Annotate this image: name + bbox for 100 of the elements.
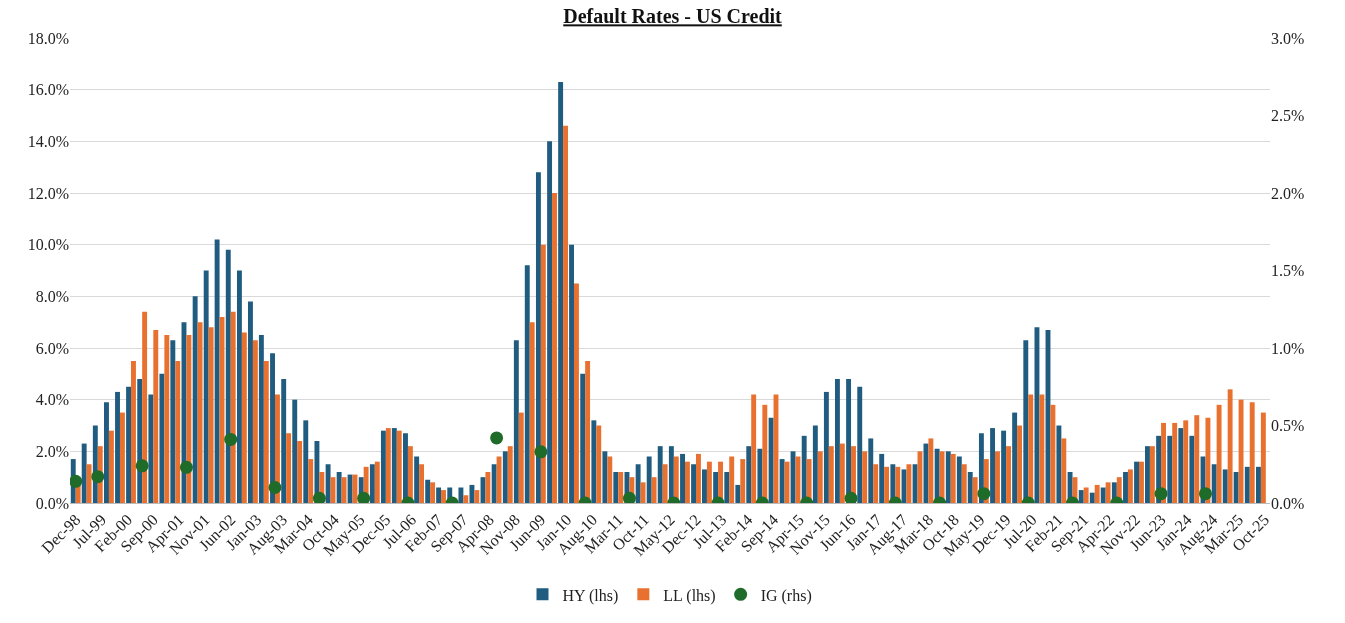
- bar: [286, 433, 292, 503]
- bar: [369, 464, 375, 503]
- bar: [524, 265, 530, 503]
- bar: [1227, 389, 1233, 503]
- bar: [839, 443, 845, 503]
- bar: [540, 244, 546, 503]
- bar: [607, 456, 613, 503]
- bar: [485, 472, 491, 503]
- bar: [961, 464, 967, 503]
- bar: [425, 479, 431, 503]
- bar: [170, 340, 176, 503]
- bar: [602, 451, 608, 503]
- bar: [159, 373, 165, 503]
- bar: [137, 379, 143, 503]
- bar: [1089, 492, 1095, 503]
- bar: [591, 420, 597, 503]
- y-tick-label: 18.0%: [27, 29, 69, 47]
- bar: [702, 469, 707, 503]
- bar: [817, 451, 823, 503]
- bar: [1238, 399, 1244, 503]
- bar: [751, 394, 757, 503]
- bar: [535, 172, 541, 503]
- bar: [945, 451, 951, 503]
- bar: [879, 453, 885, 503]
- bar: [868, 438, 874, 503]
- bar: [729, 456, 735, 503]
- bar: [297, 441, 303, 503]
- bar: [115, 391, 120, 503]
- legend-label: LL (lhs): [663, 586, 716, 605]
- bar: [873, 464, 879, 503]
- y2-tick-label: 1.0%: [1271, 339, 1305, 357]
- bar: [441, 490, 446, 503]
- bar: [463, 495, 469, 503]
- bar: [906, 464, 912, 503]
- bar: [1194, 415, 1200, 503]
- bar: [230, 311, 236, 503]
- y2-tick-label: 1.5%: [1271, 262, 1305, 280]
- bar: [203, 270, 209, 503]
- bar: [1039, 394, 1045, 503]
- bar: [142, 311, 148, 503]
- bar: [104, 402, 109, 503]
- y-tick-label: 12.0%: [27, 184, 69, 202]
- bar: [126, 386, 132, 503]
- bar: [884, 466, 890, 503]
- bar: [496, 456, 502, 503]
- bar: [396, 430, 402, 503]
- y2-tick-label: 2.0%: [1271, 184, 1305, 202]
- bar: [1216, 404, 1222, 503]
- bar: [1056, 425, 1062, 503]
- bar: [828, 446, 834, 503]
- bar: [430, 482, 436, 503]
- bar: [1244, 466, 1250, 503]
- bar: [823, 391, 829, 503]
- bar: [1255, 466, 1261, 503]
- bar: [236, 270, 242, 503]
- y2-tick-label: 0.5%: [1271, 417, 1305, 435]
- bar: [547, 141, 553, 503]
- bar: [635, 464, 641, 503]
- bar: [724, 472, 730, 503]
- bar: [1100, 487, 1106, 503]
- bar: [192, 296, 198, 503]
- y2-tick-label: 3.0%: [1271, 29, 1305, 47]
- bar: [1233, 472, 1239, 503]
- bar: [347, 474, 353, 503]
- bar: [972, 477, 978, 503]
- bar: [618, 472, 624, 503]
- bar: [292, 399, 298, 503]
- bar: [263, 360, 269, 503]
- bar: [308, 459, 314, 503]
- y-tick-label: 6.0%: [35, 339, 69, 357]
- bar: [857, 386, 863, 503]
- bar: [1211, 464, 1217, 503]
- bar: [735, 484, 741, 503]
- bar: [1017, 425, 1023, 503]
- bar: [1222, 469, 1228, 503]
- bar: [529, 322, 535, 503]
- chart-title: Default Rates - US Credit: [563, 5, 783, 28]
- bar: [419, 464, 425, 503]
- legend-label: IG (rhs): [760, 586, 812, 605]
- bar: [1050, 404, 1056, 503]
- bar: [967, 472, 973, 503]
- y2-tick-label: 0.0%: [1271, 494, 1305, 512]
- bar: [912, 464, 918, 503]
- bar: [374, 461, 380, 503]
- bar: [81, 443, 87, 503]
- bar: [928, 438, 934, 503]
- bar: [1061, 438, 1067, 503]
- bar: [613, 472, 619, 503]
- bar: [1001, 430, 1007, 503]
- bar: [175, 360, 181, 503]
- y-tick-label: 0.0%: [35, 494, 69, 512]
- legend-label: HY (lhs): [562, 586, 619, 605]
- bar: [1172, 422, 1178, 503]
- bar: [558, 81, 564, 503]
- bar: [768, 417, 774, 503]
- bar: [303, 420, 309, 503]
- bar: [336, 472, 342, 503]
- bar: [740, 459, 746, 503]
- bar: [458, 487, 464, 503]
- bar: [746, 446, 752, 503]
